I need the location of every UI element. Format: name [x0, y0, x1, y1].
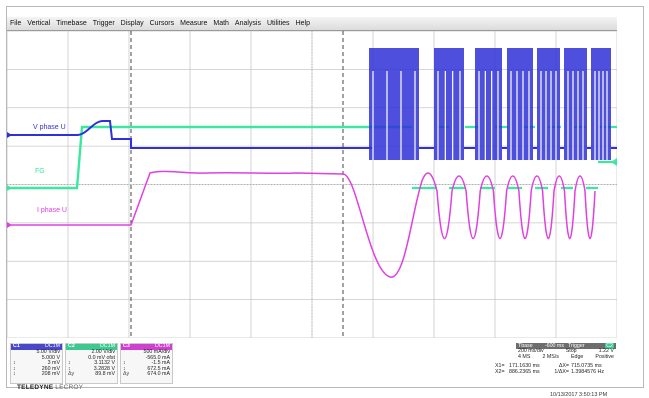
channel-value: 672.5 mA [147, 365, 170, 372]
timebase-trigger-box[interactable]: Tbase -600 ms Trigger C2 200 ms/div Stop 1.2… [516, 343, 616, 376]
timestamp: 10/13/2017 3:50:13 PM [550, 392, 608, 398]
x1-label: X1= [495, 363, 505, 369]
x2-label: X2= [495, 369, 505, 375]
channel-header[interactable]: C3 DC1M [121, 344, 172, 350]
i-phase-label: I phase U [37, 207, 67, 214]
menu-item-measure[interactable]: Measure [180, 20, 208, 27]
x2-value: 886.2365 ms [509, 369, 540, 375]
row-label: ↕ [13, 360, 16, 367]
channel-id: C3 [123, 343, 130, 350]
menu-item-trigger[interactable]: Trigger [92, 20, 115, 27]
channel-value: -1.5 mA [151, 360, 170, 367]
trigger-mode: Stop [565, 348, 577, 354]
dx-value: 715.0735 ms [571, 363, 602, 369]
row-label: ↕ [13, 371, 16, 378]
c1-ground-marker [7, 132, 12, 138]
channel-value: 208 mV [41, 371, 60, 378]
channel-value: 0.0 mV ofst [88, 354, 115, 361]
x1-value: 171.1630 ms [509, 363, 540, 369]
channel-coupling: DC1M [44, 343, 60, 350]
menu-item-vertical[interactable]: Vertical [27, 20, 51, 27]
menu-item-timebase[interactable]: Timebase [56, 20, 87, 27]
row-label: ↕ [123, 360, 126, 367]
menu-item-analysis[interactable]: Analysis [234, 20, 261, 27]
channel-box-c2[interactable]: C2 DC1M 2.00 V/div 0.0 mV ofst ↕ 3.1132 V ↕ 3.2… [65, 343, 118, 384]
waveform-grid[interactable]: V phase U FG I phase U [7, 31, 617, 338]
inv-dx-value: 1.3984576 Hz [571, 369, 604, 375]
channel-value: 3.2828 V [93, 365, 115, 372]
trigger-channel-icon: C2 [605, 343, 614, 349]
channel-id: C1 [13, 343, 20, 350]
channel-header[interactable]: C2 DC1M [66, 344, 117, 350]
inv-dx-label: 1/ΔX= [554, 369, 569, 375]
channel-value: 5.00 V/div [36, 349, 60, 355]
trigger-slope: Positive [595, 353, 614, 360]
menu-item-file[interactable]: File [10, 20, 22, 27]
menu-bar: File Vertical Timebase Trigger Display Cursor… [7, 17, 617, 31]
fg-label: FG [35, 168, 45, 175]
channel-box-c1[interactable]: C1 DC1M 5.00 V/div 5.000 V ↕ 3 mV ↕ 260 mV ↕ 208 … [10, 343, 63, 384]
channel-header[interactable]: C1 DC1M [11, 344, 62, 350]
menu-item-math[interactable]: Math [213, 20, 229, 27]
v-phase-label: V phase U [33, 124, 66, 131]
i-phase-trace [7, 170, 596, 278]
channel-value: 89.8 mV [95, 371, 115, 378]
channel-value: 3 mV [47, 360, 60, 367]
channel-value: 3.1132 V [94, 360, 115, 367]
channel-value: 674.0 mA [147, 371, 170, 378]
channel-value: -565.0 mA [145, 354, 170, 361]
v-phase-burst [591, 48, 611, 160]
row-label: Δy [123, 371, 130, 378]
channel-value: 500 mA/div [143, 349, 171, 355]
row-label: ↕ [13, 365, 16, 372]
info-panel: C1 DC1M 5.00 V/div 5.000 V ↕ 3 mV ↕ 260 mV ↕ 208 … [7, 339, 617, 398]
menu-item-cursors[interactable]: Cursors [149, 20, 175, 27]
sample-rate: 2 MS/s [542, 353, 559, 360]
c2-ground-marker [7, 185, 12, 191]
trigger-level-marker [611, 158, 617, 166]
channel-coupling: DC1M [154, 343, 170, 350]
v-phase-burst [537, 48, 560, 160]
row-label: Δy [68, 371, 75, 378]
v-phase-trace [7, 120, 373, 149]
c3-ground-marker [7, 222, 12, 228]
channel-coupling: DC1M [99, 343, 115, 350]
v-phase-burst [434, 48, 464, 160]
menu-item-display[interactable]: Display [120, 20, 144, 27]
channel-value: 260 mV [41, 365, 60, 372]
row-label: ↕ [123, 365, 126, 372]
trigger-header[interactable]: Trigger C2 [566, 343, 616, 349]
brand-logo: TELEDYNE LECROY [17, 384, 84, 391]
channel-value: 2.00 V/div [91, 349, 115, 355]
cursor-readout: X1= 171.1630 ms ΔX= 715.0735 ms X2= 886.… [495, 363, 617, 375]
row-label: ↕ [68, 365, 71, 372]
trigger-type: Edge [570, 353, 584, 360]
menu-item-help[interactable]: Help [295, 20, 310, 27]
sample-count: 4 MS [518, 353, 531, 360]
timebase-header[interactable]: Tbase -600 ms [516, 343, 566, 349]
v-phase-burst [564, 48, 587, 160]
menu-item-utilities[interactable]: Utilities [267, 20, 290, 27]
v-phase-burst [369, 48, 419, 160]
time-per-div: 200 ms/div [518, 348, 544, 354]
trigger-level: 1.22 V [598, 348, 614, 354]
channel-box-c3[interactable]: C3 DC1M 500 mA/div -565.0 mA ↕ -1.5 mA ↕ 672.5 … [120, 343, 173, 384]
channel-value: 5.000 V [41, 354, 60, 361]
dx-label: ΔX= [558, 363, 569, 369]
row-label: ↕ [68, 360, 71, 367]
waveform-display[interactable]: V phase U FG I phase U [7, 31, 617, 338]
fg-trace [7, 125, 412, 190]
channel-id: C2 [68, 343, 75, 350]
